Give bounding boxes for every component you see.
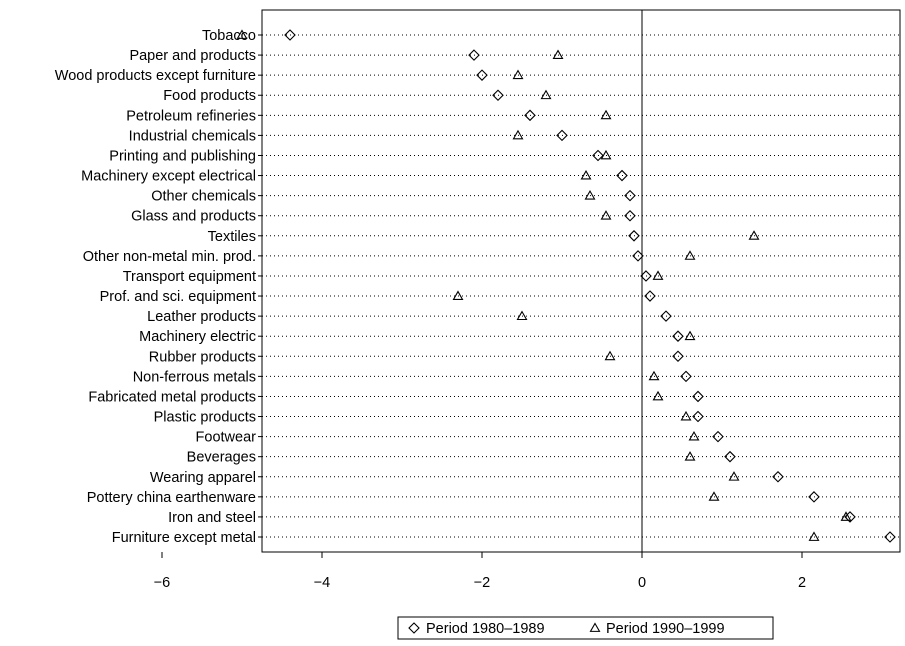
marker-period-1990-1999 [652,390,664,401]
category-label: Food products [163,88,256,104]
marker-period-1990-1999 [552,49,564,60]
data-markers [236,29,896,543]
marker-period-1980-1989 [712,430,724,443]
legend-box [397,616,774,640]
category-label: Prof. and sci. equipment [100,289,256,305]
marker-period-1980-1989 [692,390,704,403]
category-label: Plastic products [154,410,256,426]
marker-period-1980-1989 [672,350,684,363]
marker-period-1980-1989 [640,270,652,282]
marker-period-1990-1999 [684,250,696,260]
marker-period-1990-1999 [584,190,596,200]
category-label: Glass and products [131,209,256,225]
category-label: Petroleum refineries [126,108,256,124]
marker-period-1980-1989 [672,330,684,342]
category-label: Non-ferrous metals [133,369,256,385]
marker-period-1980-1989 [468,49,480,61]
legend-label-series-1: Period 1980–1989 [426,621,545,637]
marker-period-1990-1999 [840,511,852,521]
marker-period-1980-1989 [724,450,736,463]
category-label: Transport equipment [123,269,256,285]
x-axis-ticks: −6−4−2024 [154,552,806,591]
category-label: Beverages [187,450,256,466]
category-label: Wood products except furniture [55,68,256,84]
marker-period-1980-1989 [492,89,504,102]
legend-label-series-2: Period 1990–1999 [606,621,725,637]
marker-period-1980-1989 [660,310,672,322]
category-labels: Tobacco Paper and products Wood products e… [55,28,256,546]
marker-period-1990-1999 [688,430,700,441]
marker-period-1980-1989 [624,209,636,222]
marker-period-1990-1999 [728,471,740,481]
marker-period-1980-1989 [644,290,656,302]
category-label: Textiles [208,229,256,245]
category-label: Printing and publishing [109,148,256,164]
marker-period-1990-1999 [604,350,616,361]
marker-period-1990-1999 [512,69,524,80]
marker-period-1990-1999 [748,230,760,240]
marker-period-1980-1989 [476,69,488,81]
marker-period-1990-1999 [684,451,696,461]
category-label: Pottery china earthenware [87,490,256,506]
category-label: Tobacco [202,28,256,44]
category-label: Paper and products [129,48,256,64]
marker-period-1990-1999 [680,410,692,421]
x-tick-label: 2 [798,575,806,591]
marker-period-1990-1999 [580,169,592,180]
category-label: Fabricated metal products [88,389,256,405]
marker-period-1980-1989 [884,531,896,543]
marker-period-1980-1989 [844,511,856,523]
marker-period-1990-1999 [600,210,612,220]
category-label: Other chemicals [151,189,256,205]
marker-period-1980-1989 [692,410,704,423]
legend-marker-diamond [408,622,420,634]
marker-period-1990-1999 [452,290,464,300]
plot-frame [261,9,901,553]
legend: Period 1980–1989 Period 1990–1999 [397,616,774,640]
marker-period-1980-1989 [284,29,296,41]
marker-period-1990-1999 [512,129,524,140]
marker-period-1980-1989 [628,230,640,242]
x-tick-label: −4 [314,575,331,591]
x-tick-label: −2 [474,575,491,591]
category-label: Footwear [196,430,257,446]
marker-period-1990-1999 [652,270,664,280]
category-label: Wearing apparel [150,470,256,486]
category-label: Other non-metal min. prod. [83,249,256,265]
marker-period-1980-1989 [524,109,536,122]
category-label: Leather products [147,309,256,325]
marker-period-1990-1999 [648,370,660,381]
marker-period-1980-1989 [632,250,644,262]
category-label: Iron and steel [168,510,256,526]
marker-period-1990-1999 [236,29,248,39]
marker-period-1990-1999 [516,310,528,321]
x-tick-label: −6 [154,575,171,591]
category-label: Rubber products [149,349,256,365]
marker-period-1990-1999 [684,330,696,341]
marker-period-1980-1989 [592,149,604,162]
marker-period-1980-1989 [680,370,692,383]
x-tick-label: 0 [638,575,646,591]
category-label: Machinery except electrical [81,169,256,185]
marker-period-1990-1999 [808,531,820,541]
marker-period-1980-1989 [616,169,628,182]
marker-period-1980-1989 [772,470,784,483]
marker-period-1990-1999 [600,109,612,120]
marker-period-1980-1989 [624,189,636,202]
marker-period-1990-1999 [540,89,552,100]
marker-period-1990-1999 [708,491,720,501]
category-label: Machinery electric [139,329,256,345]
grid-lines [258,34,900,538]
marker-period-1980-1989 [808,491,820,503]
legend-marker-triangle [589,622,601,632]
category-label: Furniture except metal [112,530,256,546]
marker-period-1990-1999 [600,149,612,160]
category-label: Industrial chemicals [129,128,256,144]
marker-period-1980-1989 [556,129,568,142]
